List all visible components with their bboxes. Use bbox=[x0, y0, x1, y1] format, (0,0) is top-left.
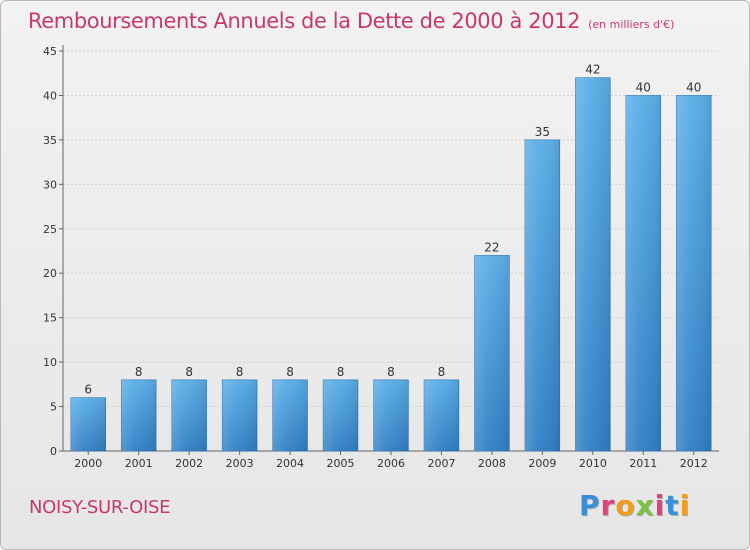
proxiti-logo: Proxiti bbox=[579, 489, 690, 522]
logo-letter: r bbox=[600, 489, 616, 522]
x-tick-label: 2006 bbox=[377, 457, 405, 470]
value-label: 8 bbox=[387, 365, 395, 379]
bar-shine bbox=[625, 95, 661, 451]
logo-letter: o bbox=[615, 489, 636, 522]
bar-shine bbox=[121, 379, 157, 451]
grid bbox=[63, 50, 719, 408]
bar-shine bbox=[373, 379, 409, 451]
y-tick-label: 40 bbox=[43, 89, 57, 102]
x-tick-label: 2008 bbox=[478, 457, 506, 470]
x-tick-label: 2001 bbox=[125, 457, 153, 470]
bar-shine bbox=[676, 95, 712, 451]
value-label: 35 bbox=[535, 125, 550, 139]
y-tick-label: 30 bbox=[43, 178, 57, 191]
logo-letter: t bbox=[665, 489, 680, 522]
value-label: 40 bbox=[686, 80, 701, 94]
y-tick-label: 0 bbox=[50, 445, 57, 458]
bar-shine bbox=[323, 379, 358, 451]
value-label: 22 bbox=[484, 240, 499, 254]
bars bbox=[70, 77, 712, 452]
x-tick-label: 2009 bbox=[528, 457, 556, 470]
y-tick-label: 45 bbox=[43, 45, 57, 58]
logo-letter: P bbox=[579, 489, 601, 522]
bar-shine bbox=[222, 379, 258, 451]
bar-shine bbox=[524, 139, 560, 451]
value-label: 8 bbox=[185, 365, 193, 379]
x-tick-label: 2003 bbox=[226, 457, 254, 470]
chart-title-text: Remboursements Annuels de la Dette de 20… bbox=[28, 9, 581, 33]
y-tick-label: 5 bbox=[50, 401, 57, 414]
value-label: 8 bbox=[286, 365, 294, 379]
chart-subtitle: (en milliers d'€) bbox=[588, 18, 675, 31]
value-label: 8 bbox=[438, 365, 446, 379]
logo-letter: i bbox=[679, 489, 691, 522]
x-tick-label: 2011 bbox=[629, 457, 657, 470]
bar-shine bbox=[575, 77, 611, 452]
bar-shine bbox=[272, 379, 308, 451]
x-tick-label: 2000 bbox=[74, 457, 102, 470]
x-tick-label: 2012 bbox=[680, 457, 708, 470]
value-label: 6 bbox=[84, 383, 92, 397]
y-tick-label: 20 bbox=[43, 267, 57, 280]
y-tick-label: 15 bbox=[43, 312, 57, 325]
x-tick-label: 2004 bbox=[276, 457, 304, 470]
value-label: 8 bbox=[236, 365, 244, 379]
x-tick-label: 2010 bbox=[579, 457, 607, 470]
bar-shine bbox=[171, 379, 207, 451]
value-label: 8 bbox=[135, 365, 143, 379]
chart-title: Remboursements Annuels de la Dette de 20… bbox=[28, 9, 674, 33]
bar-shine bbox=[424, 379, 459, 451]
x-tick-label: 2002 bbox=[175, 457, 203, 470]
city-name: NOISY-SUR-OISE bbox=[29, 497, 171, 518]
labels: 0 5 10 15 20 25 30 35 40 45 6 2000 8 2001 8 2002 8 2003 8 2… bbox=[43, 45, 708, 470]
x-tick-label: 2005 bbox=[327, 457, 355, 470]
logo-letter: i bbox=[654, 489, 666, 522]
bar-shine bbox=[474, 255, 510, 451]
y-tick-label: 35 bbox=[43, 134, 57, 147]
y-tick-label: 10 bbox=[43, 356, 57, 369]
value-label: 42 bbox=[585, 63, 600, 77]
x-tick-label: 2007 bbox=[427, 457, 455, 470]
y-tick-label: 25 bbox=[43, 223, 57, 236]
logo-letter: x bbox=[635, 489, 655, 522]
bar-shine bbox=[70, 397, 106, 451]
value-label: 8 bbox=[337, 365, 345, 379]
value-label: 40 bbox=[636, 80, 651, 94]
